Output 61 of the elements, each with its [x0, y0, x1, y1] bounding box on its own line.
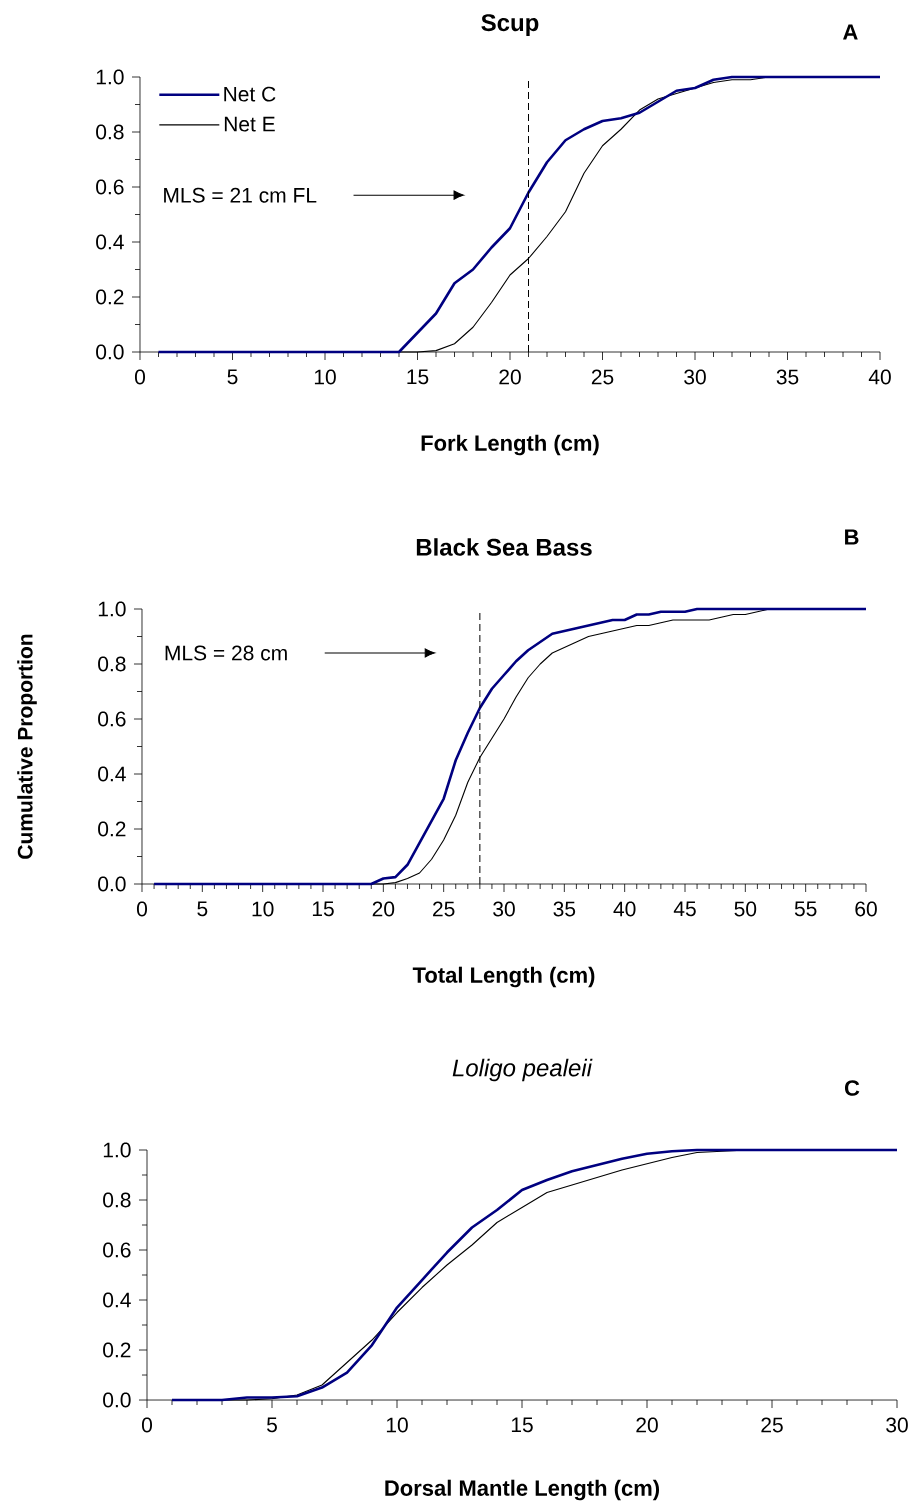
x-tick-label: 15 — [312, 901, 334, 917]
x-tick-label: 35 — [776, 369, 799, 385]
x-tick-label: 0 — [141, 1417, 153, 1433]
y-tick-label: 0.0 — [96, 344, 124, 360]
y-tick-label: 1.0 — [96, 69, 124, 85]
x-axis-title: Total Length (cm) — [412, 966, 595, 988]
x-tick-label: 40 — [868, 369, 891, 385]
x-tick-label: 0 — [134, 369, 146, 385]
x-tick-label: 10 — [252, 901, 274, 917]
x-tick-label: 25 — [591, 369, 614, 385]
y-tick-label: 0.4 — [96, 234, 124, 250]
x-tick-label: 40 — [613, 901, 636, 917]
legend-label: Net E — [224, 116, 275, 132]
y-tick-label: 0.2 — [96, 289, 124, 305]
legend-label: Net C — [224, 86, 276, 102]
x-tick-label: 25 — [433, 901, 455, 917]
x-axis-title: Fork Length (cm) — [421, 434, 599, 456]
y-axis-title: Cumulative Proportion — [17, 634, 37, 859]
x-tick-label: 5 — [197, 901, 208, 917]
y-tick-label: 0.0 — [98, 876, 126, 892]
x-tick-label: 0 — [136, 901, 148, 917]
text: C — [844, 1080, 860, 1096]
x-tick-label: 35 — [553, 901, 576, 917]
x-tick-label: 15 — [407, 369, 429, 385]
x-tick-label: 10 — [386, 1417, 408, 1433]
x-tick-label: 20 — [499, 369, 521, 385]
y-tick-label: 0.8 — [98, 656, 126, 672]
y-tick-label: 0.8 — [96, 124, 124, 140]
y-tick-label: 0.6 — [96, 179, 124, 195]
annotation: MLS = 28 cm — [165, 645, 287, 661]
x-tick-label: 45 — [673, 901, 696, 917]
y-tick-label: 0.6 — [103, 1242, 131, 1258]
annotation: MLS = 21 cm FL — [164, 187, 317, 203]
x-tick-label: 25 — [761, 1417, 783, 1433]
chart-title: Loligo pealeii — [452, 1058, 593, 1082]
x-tick-label: 20 — [636, 1417, 658, 1433]
chart-title: Scup — [481, 14, 539, 36]
x-tick-label: 15 — [511, 1417, 533, 1433]
y-tick-label: 0.4 — [103, 1292, 131, 1308]
y-tick-label: 1.0 — [98, 601, 126, 617]
text: A — [843, 24, 858, 40]
y-tick-label: 0.0 — [103, 1392, 131, 1408]
x-tick-label: 60 — [855, 901, 877, 917]
x-tick-label: 20 — [372, 901, 395, 917]
x-tick-label: 30 — [684, 369, 706, 385]
y-tick-label: 0.6 — [98, 711, 126, 727]
x-tick-label: 5 — [267, 1417, 277, 1433]
y-tick-label: 0.2 — [98, 821, 126, 837]
y-tick-label: 0.4 — [98, 766, 126, 782]
y-tick-label: 0.2 — [103, 1342, 131, 1358]
x-tick-label: 30 — [493, 901, 515, 917]
chart-title: Black Sea Bass — [416, 538, 592, 556]
x-axis-title: Dorsal Mantle Length (cm) — [385, 1479, 660, 1501]
x-tick-label: 30 — [886, 1417, 908, 1433]
x-tick-label: 55 — [794, 901, 817, 917]
x-tick-label: 5 — [227, 369, 238, 385]
y-tick-label: 1.0 — [103, 1142, 131, 1158]
text: B — [845, 529, 859, 545]
x-tick-label: 10 — [314, 369, 336, 385]
y-tick-label: 0.8 — [103, 1192, 131, 1208]
x-tick-label: 50 — [734, 901, 757, 917]
